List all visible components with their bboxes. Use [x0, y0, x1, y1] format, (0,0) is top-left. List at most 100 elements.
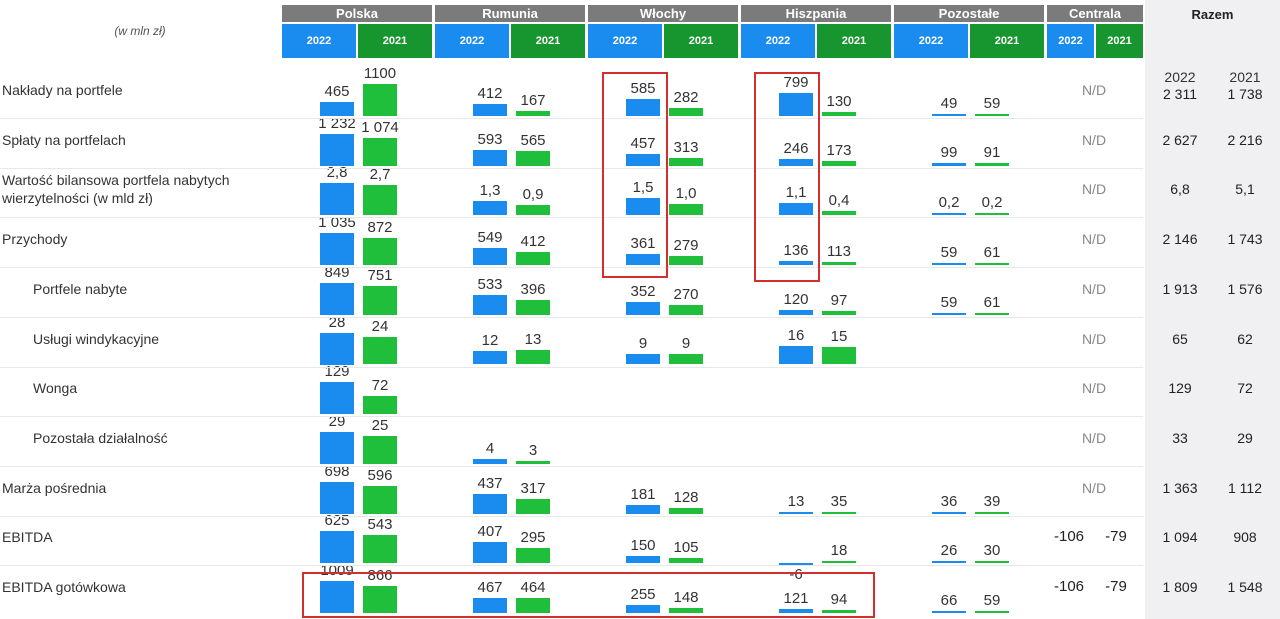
bar: [363, 585, 397, 613]
value-label: 181: [630, 486, 656, 504]
total-value: 29: [1237, 429, 1253, 446]
value-label: 467: [477, 579, 503, 597]
value-label: 0,9: [522, 186, 544, 204]
total-value: 2 627: [1162, 131, 1198, 148]
row-label: Nakłady na portfele: [2, 82, 123, 98]
value-label: 25: [371, 417, 389, 435]
country-header: Centrala: [1047, 5, 1143, 22]
value-label: 457: [630, 134, 656, 152]
bar: [822, 112, 856, 116]
bar: [779, 260, 813, 266]
year-header: 2022: [1047, 24, 1094, 58]
value-label: 313: [673, 138, 699, 156]
bar: [320, 282, 354, 315]
value-label: 361: [630, 234, 656, 252]
value-label: 16: [787, 327, 805, 345]
centrala-value: N/D: [1081, 82, 1107, 98]
value-label: 59: [983, 592, 1001, 609]
row-separator: [0, 167, 1143, 169]
total-value: 908: [1233, 529, 1257, 546]
highlight-box: [602, 72, 668, 278]
value-label: 593: [477, 131, 503, 149]
bar: [363, 238, 397, 266]
value-label: 412: [520, 233, 546, 251]
bar: [779, 609, 813, 613]
bar: [932, 213, 966, 216]
centrala-value: N/D: [1081, 380, 1107, 397]
bar: [473, 294, 507, 315]
row-label: Wartość bilansowa portfela nabytych wier…: [2, 172, 230, 207]
bar: [779, 92, 813, 116]
country-header: Polska: [282, 5, 432, 22]
value-label: 1 074: [361, 118, 399, 136]
bar: [320, 531, 354, 564]
bar: [779, 563, 813, 566]
bar: [363, 137, 397, 166]
value-label: 35: [830, 492, 848, 510]
total-value: 33: [1172, 429, 1188, 446]
centrala-value: N/D: [1081, 330, 1107, 347]
value-label: 1100: [363, 65, 397, 82]
bar: [626, 253, 660, 266]
value-label: 543: [367, 516, 393, 534]
value-label: 352: [630, 282, 656, 300]
bar: [363, 436, 397, 464]
value-label: 0,4: [828, 191, 850, 209]
country-header: Hiszpania: [741, 5, 891, 22]
value-label: 91: [983, 144, 1001, 162]
value-label: 872: [367, 219, 393, 237]
value-label: 255: [630, 585, 656, 603]
year-header: 2022: [435, 24, 509, 58]
value-label: 282: [673, 88, 699, 106]
centrala-value: -106: [1053, 528, 1085, 546]
bar: [669, 256, 703, 266]
total-year: 2022: [1164, 69, 1196, 85]
total-column-bg: [1145, 0, 1280, 619]
value-label: 0,2: [938, 194, 960, 212]
centrala-value: N/D: [1081, 181, 1107, 198]
value-label: 465: [324, 83, 350, 101]
value-label: 72: [371, 377, 389, 395]
bar: [932, 114, 966, 116]
bar: [822, 161, 856, 166]
value-label: 30: [983, 542, 1001, 560]
row-label: EBITDA: [2, 529, 53, 546]
value-label: 66: [940, 591, 958, 609]
bar: [669, 507, 703, 514]
bar: [516, 151, 550, 166]
value-label: 130: [826, 93, 852, 111]
bar: [320, 431, 354, 464]
row-label: Usługi windykacyjne: [33, 330, 160, 347]
bar: [626, 153, 660, 166]
bar: [473, 104, 507, 116]
value-label: 751: [367, 267, 393, 285]
total-header: Razem: [1191, 7, 1234, 22]
bar: [473, 248, 507, 266]
bar: [320, 382, 354, 415]
bar: [516, 460, 550, 464]
bar: [822, 347, 856, 365]
centrala-value: -79: [1105, 528, 1127, 546]
bar: [779, 310, 813, 315]
bar: [822, 561, 856, 564]
value-label: 565: [520, 132, 546, 150]
value-label: 13: [524, 330, 542, 348]
total-value: 6,8: [1170, 181, 1190, 198]
bar: [320, 102, 354, 116]
value-label: 464: [520, 579, 546, 597]
value-label: 121: [783, 590, 809, 608]
year-header: 2022: [282, 24, 356, 58]
row-separator: [0, 267, 1143, 269]
bar: [779, 202, 813, 216]
bar: [363, 337, 397, 365]
bar: [473, 493, 507, 514]
value-label: 407: [477, 523, 503, 541]
year-header: 2021: [511, 24, 585, 58]
bar: [822, 261, 856, 266]
total-year: 2021: [1229, 69, 1261, 85]
row-separator: [0, 465, 1143, 467]
row-label: Pozostała działalność: [33, 429, 168, 446]
bar: [516, 349, 550, 365]
centrala-value: N/D: [1081, 479, 1107, 496]
